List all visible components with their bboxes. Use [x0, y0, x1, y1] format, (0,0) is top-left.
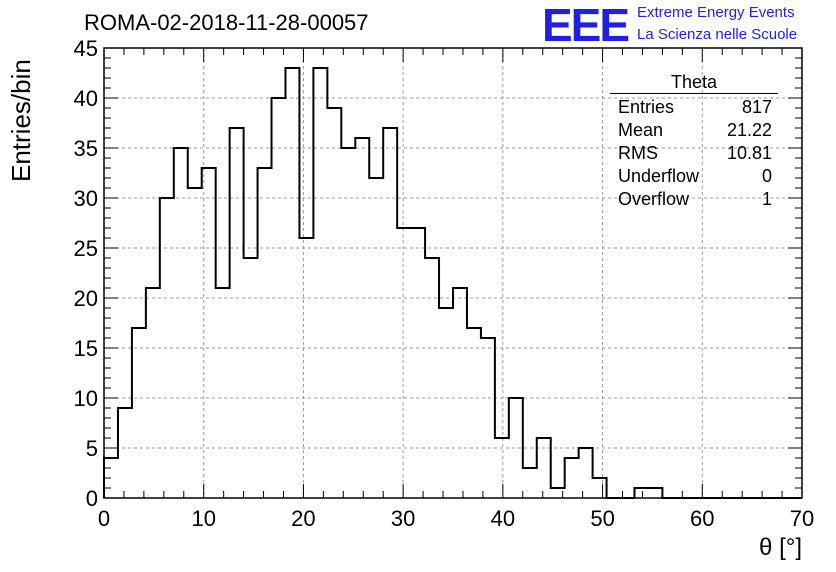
histogram-bin — [579, 448, 593, 498]
stats-row-mean: Mean 21.22 — [610, 119, 778, 142]
x-tick-label: 30 — [391, 506, 415, 531]
histogram-bin — [188, 188, 202, 498]
y-tick-label: 20 — [74, 286, 98, 311]
histogram-bin — [216, 288, 230, 498]
histogram-bin — [593, 478, 607, 498]
histogram-bin — [495, 438, 509, 498]
x-tick-label: 60 — [690, 506, 714, 531]
y-tick-label: 5 — [86, 436, 98, 461]
stats-label: Overflow — [618, 189, 690, 209]
histogram-bin — [327, 108, 341, 498]
histogram-bin — [132, 328, 146, 498]
stats-value: 21.22 — [726, 120, 772, 140]
x-axis-label: θ [°] — [759, 534, 802, 561]
y-tick-label: 35 — [74, 136, 98, 161]
histogram-bin — [411, 228, 425, 498]
x-tick-label: 0 — [98, 506, 110, 531]
histogram-bin — [523, 468, 537, 498]
stats-value: 817 — [741, 97, 772, 117]
y-tick-label: 25 — [74, 236, 98, 261]
y-tick-label: 40 — [74, 86, 98, 111]
stats-label: Mean — [618, 120, 664, 140]
y-tick-label: 10 — [74, 386, 98, 411]
y-axis-label: Entries/bin — [6, 59, 36, 182]
stats-row-rms: RMS 10.81 — [610, 142, 778, 165]
stats-value: 1 — [761, 189, 772, 209]
histogram-bin — [397, 228, 411, 498]
histogram-bin — [313, 68, 327, 498]
histogram-bin — [634, 488, 648, 498]
x-tick-label: 40 — [491, 506, 515, 531]
x-tick-label: 20 — [291, 506, 315, 531]
eee-logo: EEE — [542, 0, 630, 51]
stats-row-underflow: Underflow 0 — [610, 165, 778, 188]
histogram-bin — [425, 258, 439, 498]
histogram-bin — [481, 338, 495, 498]
y-tick-label: 0 — [86, 486, 98, 511]
y-tick-label: 15 — [74, 336, 98, 361]
stats-box: Theta Entries 817 Mean 21.22 RMS 10.81 Unde… — [610, 72, 778, 211]
stats-label: RMS — [618, 143, 658, 163]
histogram-bin — [369, 178, 383, 498]
histogram-bin — [258, 168, 272, 498]
x-tick-label: 50 — [590, 506, 614, 531]
histogram-bin — [244, 258, 258, 498]
stats-row-entries: Entries 817 — [610, 96, 778, 119]
histogram-bin — [146, 288, 160, 498]
y-tick-label: 30 — [74, 186, 98, 211]
plot-frame — [103, 47, 803, 499]
stats-row-overflow: Overflow 1 — [610, 188, 778, 211]
histogram-bin — [174, 148, 188, 498]
stats-value: 10.81 — [726, 143, 772, 163]
histogram-bin — [341, 148, 355, 498]
logo-line-1: Extreme Energy Events — [637, 4, 795, 21]
histogram-bin — [118, 408, 132, 498]
chart-title: ROMA-02-2018-11-28-00057 — [84, 10, 369, 35]
x-tick-label: 70 — [790, 506, 814, 531]
logo-line-2: La Scienza nelle Scuole — [637, 26, 798, 43]
histogram-bin — [299, 238, 313, 498]
x-tick-label: 10 — [191, 506, 215, 531]
histogram-bin — [355, 138, 369, 498]
histogram-bin — [439, 308, 453, 498]
histogram-bin — [453, 288, 467, 498]
histogram-bin — [285, 68, 299, 498]
y-tick-label: 45 — [74, 36, 98, 61]
histogram-bin — [230, 128, 244, 498]
stats-label: Entries — [618, 97, 675, 117]
stats-title: Theta — [610, 72, 778, 94]
histogram-bin — [565, 458, 579, 498]
histogram-bin — [383, 128, 397, 498]
histogram-bin — [648, 488, 662, 498]
stats-label: Underflow — [618, 166, 700, 186]
stats-value: 0 — [761, 166, 772, 186]
histogram-bin — [537, 438, 551, 498]
histogram-bin — [467, 328, 481, 498]
